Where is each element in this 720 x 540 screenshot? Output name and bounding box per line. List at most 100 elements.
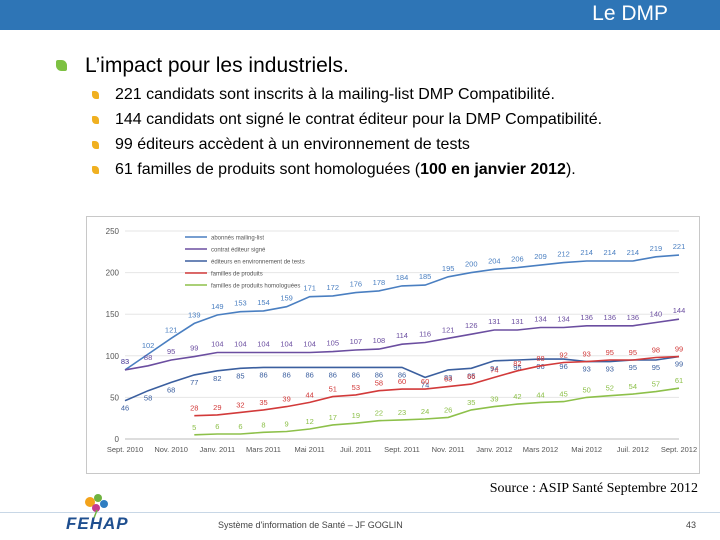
data-label: 83 bbox=[121, 357, 129, 366]
data-label: 35 bbox=[467, 398, 475, 407]
bullet-text-bold: 100 en janvier 2012 bbox=[420, 161, 566, 178]
data-label: 219 bbox=[650, 244, 663, 253]
data-label: 93 bbox=[582, 350, 590, 359]
data-label: 35 bbox=[259, 398, 267, 407]
data-label: 53 bbox=[352, 383, 360, 392]
bullet-text: 99 éditeurs accèdent à un environnement … bbox=[115, 136, 470, 153]
x-tick-label: Mai 2012 bbox=[571, 445, 602, 454]
data-label: 121 bbox=[442, 325, 455, 334]
data-label: 86 bbox=[259, 370, 267, 379]
data-label: 93 bbox=[582, 365, 590, 374]
bullet-text-pre: 61 familles de produits sont homologuées… bbox=[115, 161, 421, 178]
data-label: 58 bbox=[144, 394, 152, 403]
bullet-text-post: ). bbox=[565, 161, 576, 178]
data-label: 58 bbox=[375, 379, 383, 388]
series-line bbox=[194, 355, 680, 417]
bullet-icon bbox=[92, 166, 99, 174]
data-label: 159 bbox=[280, 294, 293, 303]
data-label: 108 bbox=[373, 336, 386, 345]
data-label: 154 bbox=[257, 298, 270, 307]
legend-label: éditeurs en environnement de tests bbox=[211, 260, 305, 266]
data-label: 26 bbox=[444, 405, 452, 414]
legend-label: contrat éditeur signé bbox=[211, 248, 266, 254]
data-label: 136 bbox=[580, 313, 593, 322]
data-label: 9 bbox=[284, 420, 288, 429]
data-label: 95 bbox=[629, 363, 637, 372]
data-label: 45 bbox=[559, 390, 567, 399]
data-label: 54 bbox=[629, 382, 637, 391]
data-label: 6 bbox=[215, 422, 219, 431]
data-label: 92 bbox=[559, 350, 567, 359]
x-tick-label: Mai 2011 bbox=[295, 445, 325, 454]
line-chart: 0 50 100 150 200 250 Sept. 2010 Nov. 2010 Janv. … bbox=[106, 227, 698, 454]
data-label: 195 bbox=[442, 264, 455, 273]
data-label: 144 bbox=[673, 306, 686, 315]
x-tick-label: Janv. 2012 bbox=[476, 445, 512, 454]
data-label: 214 bbox=[580, 248, 593, 257]
data-label: 77 bbox=[190, 378, 198, 387]
y-tick-label: 150 bbox=[106, 310, 120, 319]
series-line bbox=[124, 254, 680, 371]
data-label: 121 bbox=[165, 325, 178, 334]
data-label: 96 bbox=[536, 362, 544, 371]
x-tick-label: Mars 2011 bbox=[246, 445, 281, 454]
data-label: 22 bbox=[375, 409, 383, 418]
data-label: 23 bbox=[398, 408, 406, 417]
data-label: 105 bbox=[326, 339, 339, 348]
data-label: 86 bbox=[375, 370, 383, 379]
bullet-icon bbox=[92, 116, 99, 124]
data-label: 149 bbox=[211, 302, 224, 311]
bullet-item: 221 candidats sont inscrits à la mailing… bbox=[92, 86, 602, 111]
data-label: 85 bbox=[467, 371, 475, 380]
x-tick-label: Sept. 2011 bbox=[384, 445, 420, 454]
y-tick-label: 200 bbox=[106, 269, 120, 278]
data-label: 83 bbox=[121, 357, 129, 366]
data-label: 32 bbox=[236, 400, 244, 409]
x-tick-label: Sept. 2010 bbox=[107, 445, 143, 454]
data-label: 95 bbox=[652, 363, 660, 372]
legend-label: abonnés mailing-list bbox=[211, 236, 264, 242]
data-label: 93 bbox=[606, 365, 614, 374]
data-label: 66 bbox=[467, 372, 475, 381]
legend-label: familles de produits bbox=[211, 272, 263, 278]
bullet-item: 144 candidats ont signé le contrat édite… bbox=[92, 111, 602, 136]
data-label: 99 bbox=[675, 345, 683, 354]
x-tick-label: Nov. 2010 bbox=[154, 445, 188, 454]
data-label: 12 bbox=[305, 417, 313, 426]
fehap-logo: FEHAP bbox=[60, 492, 140, 536]
data-label: 51 bbox=[329, 385, 337, 394]
data-label: 39 bbox=[490, 395, 498, 404]
data-label: 83 bbox=[444, 373, 452, 382]
data-label: 114 bbox=[396, 331, 408, 340]
data-label: 171 bbox=[303, 284, 316, 293]
bullet-item: 99 éditeurs accèdent à un environnement … bbox=[92, 136, 602, 161]
bullet-text: 144 candidats ont signé le contrat édite… bbox=[115, 111, 603, 128]
data-label: 46 bbox=[121, 404, 129, 413]
data-label: 126 bbox=[465, 321, 478, 330]
data-label: 136 bbox=[603, 313, 616, 322]
data-label: 104 bbox=[303, 339, 316, 348]
data-label: 39 bbox=[282, 395, 290, 404]
data-label: 85 bbox=[236, 371, 244, 380]
data-label: 204 bbox=[488, 256, 501, 265]
data-label: 68 bbox=[167, 385, 175, 394]
slide-title: L’impact pour les industriels. bbox=[85, 54, 349, 77]
data-label: 44 bbox=[305, 390, 313, 399]
data-label: 104 bbox=[257, 339, 270, 348]
data-label: 107 bbox=[350, 337, 363, 346]
footer-text: Système d'information de Santé – JF GOGL… bbox=[218, 520, 403, 530]
data-label: 95 bbox=[629, 348, 637, 357]
data-label: 86 bbox=[329, 370, 337, 379]
data-label: 88 bbox=[144, 353, 152, 362]
title-bullet-icon bbox=[56, 60, 67, 71]
x-tick-label: Juil. 2012 bbox=[617, 445, 649, 454]
x-tick-label: Janv. 2011 bbox=[200, 445, 236, 454]
data-label: 60 bbox=[421, 377, 429, 386]
data-label: 116 bbox=[419, 329, 431, 338]
data-label: 74 bbox=[490, 365, 498, 374]
bullet-icon bbox=[92, 141, 99, 149]
data-label: 82 bbox=[213, 374, 221, 383]
data-label: 104 bbox=[280, 339, 293, 348]
data-label: 29 bbox=[213, 403, 221, 412]
data-label: 86 bbox=[282, 370, 290, 379]
